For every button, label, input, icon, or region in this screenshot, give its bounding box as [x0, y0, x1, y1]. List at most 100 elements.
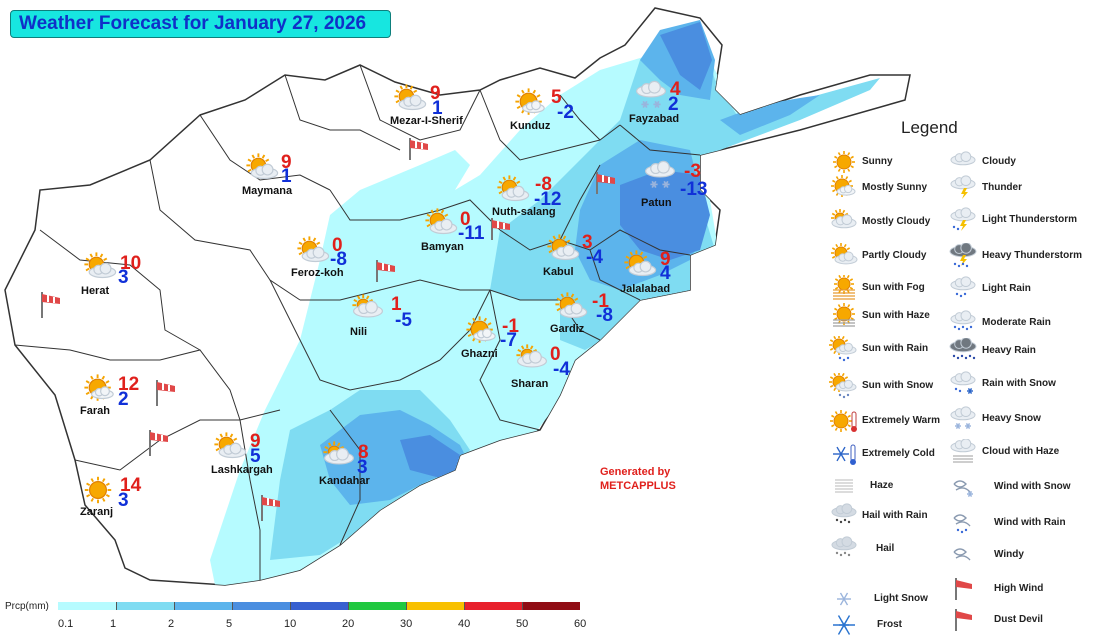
city-mostly-sunny-icon — [84, 374, 114, 401]
legend-sun-with-fog-icon — [833, 275, 855, 300]
legend-wind-with-snow-icon — [953, 480, 973, 497]
legend-heavy-thunderstorm-icon — [949, 243, 977, 268]
legend-label: Dust Devil — [994, 614, 1043, 625]
city-max-temp: 9 — [430, 83, 441, 104]
city-max-temp: 14 — [120, 475, 142, 496]
city-heavy-snow-icon — [636, 80, 666, 108]
legend-label: Frost — [877, 619, 902, 630]
city-min-temp: 5 — [250, 446, 261, 467]
legend-haze-icon — [835, 479, 853, 493]
legend-extremely-warm-icon — [830, 410, 857, 432]
legend-light-snow-icon — [837, 592, 851, 606]
legend-moderate-rain-icon — [950, 310, 976, 331]
generated-by: Generated by METCAPPLUS — [600, 465, 676, 493]
legend-cloud-with-haze-icon — [950, 439, 976, 463]
city-min-temp: 3 — [118, 490, 129, 511]
colorbar-tick-mark — [232, 602, 233, 610]
legend-label: Thunder — [982, 182, 1022, 193]
city-min-temp: 3 — [118, 267, 129, 288]
legend-mostly-sunny-icon — [831, 175, 856, 197]
legend-label: Wind with Snow — [994, 481, 1071, 492]
city-min-temp: 1 — [281, 166, 292, 187]
legend-rain-with-snow-icon — [950, 371, 976, 394]
legend-hail-icon — [831, 536, 857, 557]
legend-label: Light Rain — [982, 283, 1031, 294]
legend-wind-with-rain-icon — [953, 514, 971, 534]
colorbar-segment — [116, 602, 174, 610]
city-min-temp: 1 — [432, 98, 443, 119]
legend-high-wind-icon — [955, 578, 972, 600]
city-min-temp: -4 — [586, 247, 603, 268]
city-max-temp: -1 — [502, 316, 519, 337]
legend-windy-icon — [953, 548, 971, 561]
city-max-temp: 12 — [118, 374, 140, 395]
city-min-temp: -5 — [395, 310, 412, 331]
legend-mostly-cloudy-icon — [831, 209, 857, 229]
legend-label: Extremely Cold — [862, 448, 935, 459]
legend-frost-icon — [833, 615, 855, 635]
legend-label: Sun with Snow — [862, 380, 934, 391]
province-boundaries — [14, 64, 701, 580]
city-mostly-cloudy-icon — [352, 294, 383, 318]
legend-hail-with-rain-icon — [831, 503, 857, 524]
city-name: Patun — [641, 197, 672, 209]
legend-label: Haze — [870, 480, 894, 491]
precip-shading — [210, 20, 880, 585]
legend-cloudy-icon — [950, 151, 976, 166]
city-max-temp: 3 — [582, 232, 593, 253]
colorbar-tick-label: 20 — [342, 618, 355, 630]
colorbar-tick-label: 30 — [400, 618, 413, 630]
city-max-temp: 9 — [250, 431, 261, 452]
colorbar-label: Prcp(mm) — [5, 601, 49, 612]
colorbar-tick-mark — [348, 602, 349, 610]
legend-label: Sunny — [862, 156, 893, 167]
high-wind-markers — [41, 138, 615, 521]
city-partly-cloudy-icon — [555, 292, 588, 319]
page-title: Weather Forecast for January 27, 2026 — [10, 10, 391, 38]
colorbar-segment — [290, 602, 348, 610]
legend-label: Light Snow — [874, 593, 928, 604]
colorbar-segment — [174, 602, 232, 610]
city-sunny-icon — [84, 476, 112, 504]
city-name: Bamyan — [421, 241, 464, 253]
legend-label: Sun with Rain — [862, 343, 929, 354]
city-min-temp: 2 — [668, 94, 679, 115]
city-min-temp: -13 — [680, 179, 708, 200]
city-max-temp: -8 — [535, 174, 552, 195]
city-name: Kabul — [543, 266, 574, 278]
city-min-temp: -11 — [458, 223, 485, 244]
colorbar-segment — [58, 602, 116, 610]
city-min-temp: -8 — [330, 249, 347, 270]
legend-light-rain-icon — [950, 276, 976, 298]
city-partly-cloudy-icon — [497, 175, 530, 202]
city-name: Gardiz — [550, 323, 585, 335]
legend-title: Legend — [901, 118, 958, 137]
colorbar-tick-mark — [406, 602, 407, 610]
legend-dust-devil-icon — [955, 609, 972, 631]
city-min-temp: -7 — [500, 330, 517, 351]
legend-sun-with-haze-icon — [833, 303, 855, 327]
city-min-temp: 3 — [357, 457, 368, 478]
city-name: Nuth-salang — [492, 206, 556, 218]
generated-by-line2: METCAPPLUS — [600, 480, 676, 492]
legend-label: Hail with Rain — [862, 510, 928, 521]
colorbar-tick-label: 60 — [574, 618, 587, 630]
city-name: Zaranj — [80, 506, 114, 518]
city-min-temp: -4 — [553, 359, 570, 380]
legend-label: Hail — [876, 543, 895, 554]
legend-sun-with-snow-icon — [829, 373, 857, 399]
colorbar-tick-label: 5 — [226, 618, 233, 630]
colorbar-tick-label: 0.1 — [58, 618, 74, 630]
legend-label: Windy — [994, 549, 1024, 560]
legend-label: Light Thunderstorm — [982, 214, 1077, 225]
colorbar-tick-label: 10 — [284, 618, 297, 630]
legend-label: Cloud with Haze — [982, 446, 1060, 457]
colorbar-segment — [232, 602, 290, 610]
colorbar-segment — [522, 602, 580, 610]
legend-label: Heavy Snow — [982, 413, 1041, 424]
city-max-temp: 10 — [120, 253, 142, 274]
colorbar-tick-mark — [174, 602, 175, 610]
city-partly-cloudy-icon — [297, 236, 330, 263]
